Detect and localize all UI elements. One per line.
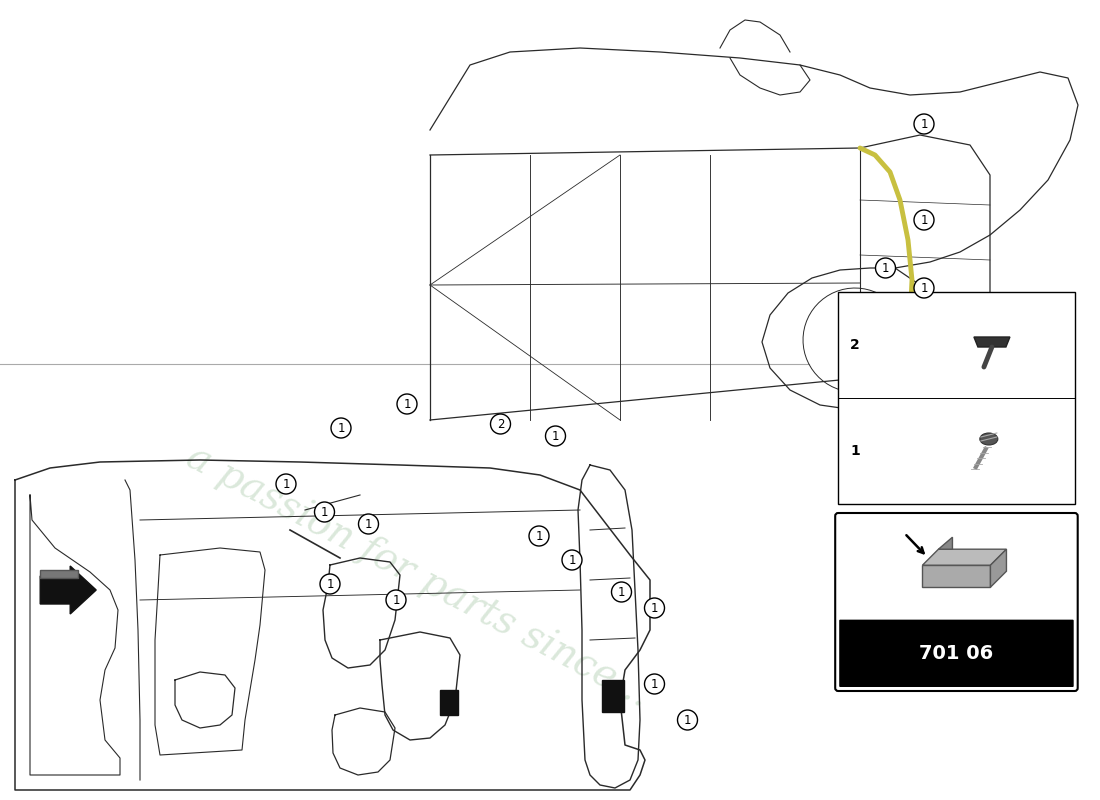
Text: 1: 1 — [651, 678, 658, 690]
Polygon shape — [938, 538, 953, 550]
Bar — [838, 292, 1075, 504]
Text: 1: 1 — [536, 530, 542, 542]
Text: 1: 1 — [684, 714, 691, 726]
Text: 1: 1 — [850, 444, 860, 458]
Circle shape — [359, 514, 378, 534]
Polygon shape — [41, 570, 78, 578]
Text: 1: 1 — [393, 594, 399, 606]
Text: 1: 1 — [921, 118, 927, 130]
Circle shape — [612, 582, 631, 602]
Circle shape — [320, 574, 340, 594]
Circle shape — [562, 550, 582, 570]
Ellipse shape — [980, 433, 998, 445]
Text: 1: 1 — [569, 554, 575, 566]
Text: a passion for parts since...: a passion for parts since... — [180, 438, 656, 714]
FancyBboxPatch shape — [839, 620, 1074, 687]
Circle shape — [491, 414, 510, 434]
Polygon shape — [974, 337, 1010, 347]
Circle shape — [914, 278, 934, 298]
Circle shape — [546, 426, 565, 446]
Text: 1: 1 — [327, 578, 333, 590]
Circle shape — [645, 674, 664, 694]
Circle shape — [276, 474, 296, 494]
Text: 1: 1 — [552, 430, 559, 442]
Circle shape — [876, 258, 895, 278]
Text: 1: 1 — [321, 506, 328, 518]
Circle shape — [397, 394, 417, 414]
Circle shape — [914, 114, 934, 134]
Polygon shape — [41, 566, 96, 614]
Circle shape — [315, 502, 334, 522]
Text: 2: 2 — [497, 418, 504, 430]
Polygon shape — [923, 550, 1006, 566]
Text: 701 06: 701 06 — [920, 644, 993, 663]
Text: 1: 1 — [882, 262, 889, 274]
Circle shape — [386, 590, 406, 610]
Text: 1: 1 — [283, 478, 289, 490]
Circle shape — [678, 710, 697, 730]
FancyBboxPatch shape — [835, 513, 1078, 691]
Text: 1: 1 — [404, 398, 410, 410]
Text: 1: 1 — [338, 422, 344, 434]
Bar — [602, 680, 624, 712]
Bar — [440, 690, 458, 715]
Text: 1: 1 — [618, 586, 625, 598]
Circle shape — [645, 598, 664, 618]
Circle shape — [331, 418, 351, 438]
Text: 1: 1 — [921, 282, 927, 294]
Circle shape — [529, 526, 549, 546]
Text: 1: 1 — [921, 214, 927, 226]
Text: 1: 1 — [365, 518, 372, 530]
Circle shape — [914, 210, 934, 230]
Bar — [923, 566, 990, 587]
Text: 1: 1 — [651, 602, 658, 614]
Text: 2: 2 — [850, 338, 860, 352]
Polygon shape — [990, 550, 1006, 587]
